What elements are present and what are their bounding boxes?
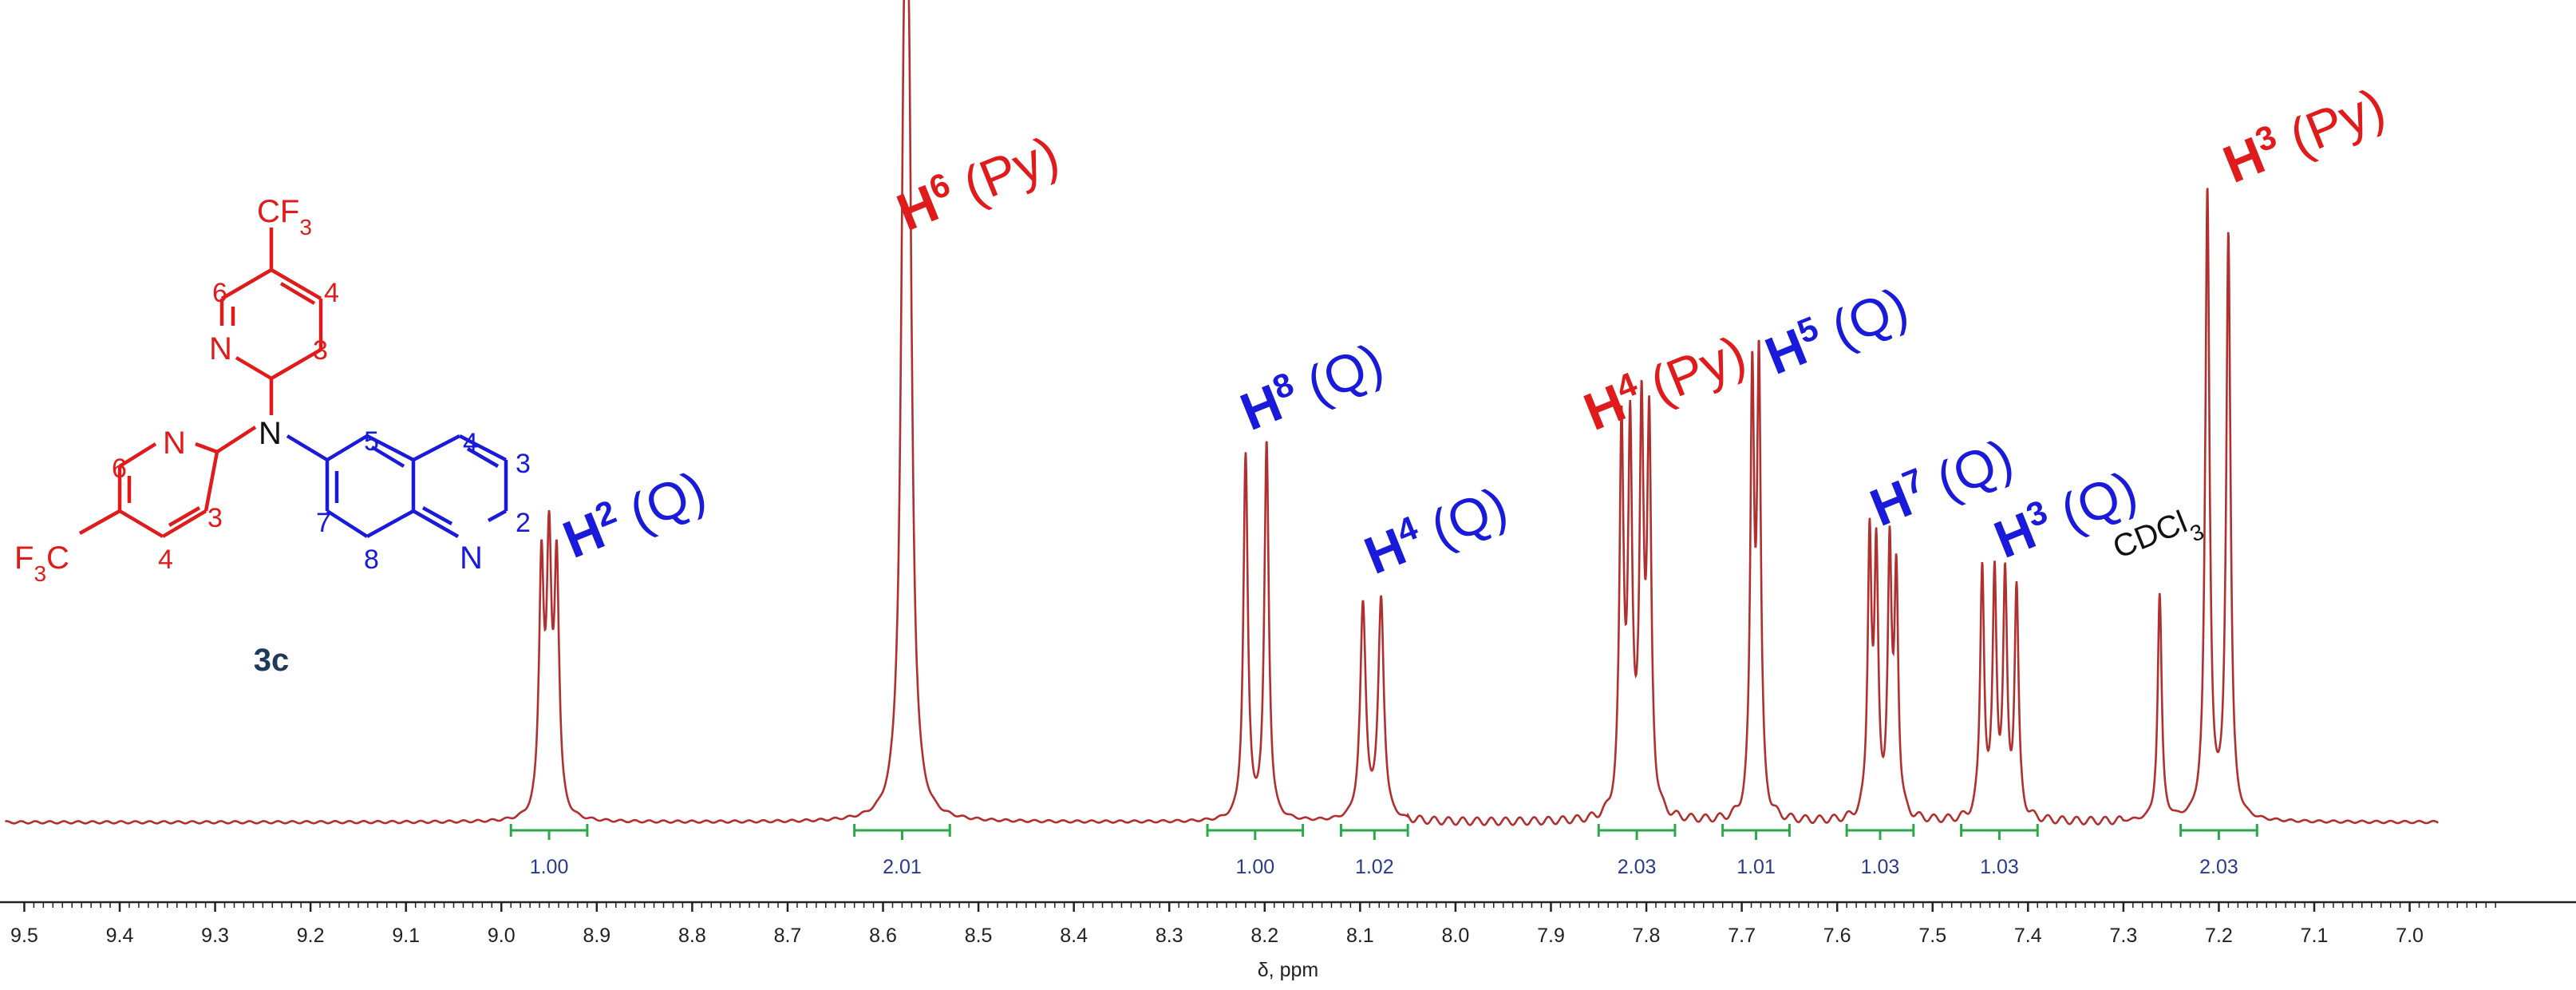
- x-tick-label: 9.4: [106, 925, 134, 947]
- integral: 2.01: [853, 824, 951, 878]
- peak-label-group: H2 (Q)H6 (Py)H8 (Q)H4 (Q)H4 (Py) H5 (Q)H7…: [555, 75, 2392, 585]
- x-tick-label: 8.2: [1250, 925, 1278, 947]
- integral-value: 1.01: [1736, 856, 1776, 878]
- position-label: 8: [364, 544, 379, 575]
- integral: 2.03: [1597, 824, 1677, 878]
- integral-value: 2.03: [1618, 856, 1657, 878]
- x-tick-label: 8.3: [1156, 925, 1183, 947]
- integral-value: 2.01: [883, 856, 922, 878]
- left-pyridine-ring: [78, 426, 257, 538]
- integral-value: 1.00: [1235, 856, 1274, 878]
- position-label: 5: [364, 426, 379, 457]
- position-label: 6: [212, 278, 227, 308]
- x-tick-label: 9.3: [201, 925, 229, 947]
- position-label: 2: [516, 508, 531, 538]
- integral: 1.00: [1206, 824, 1305, 878]
- position-label: 3: [313, 335, 328, 366]
- x-tick-label: 9.5: [10, 925, 38, 947]
- x-tick-label: 8.8: [678, 925, 706, 947]
- peak-label: H5 (Q): [1756, 275, 1916, 386]
- peak-label: H8 (Q): [1232, 331, 1392, 442]
- integral-value: 1.03: [1980, 856, 2019, 878]
- x-tick-label: 8.9: [583, 925, 610, 947]
- x-tick-label: 7.9: [1537, 925, 1565, 947]
- x-tick-label: 7.4: [2014, 925, 2042, 947]
- x-tick-label: 7.3: [2109, 925, 2137, 947]
- position-label: 3: [207, 503, 223, 533]
- integral-value: 1.03: [1861, 856, 1900, 878]
- x-tick-label: 7.2: [2205, 925, 2233, 947]
- x-tick-label: 7.0: [2396, 925, 2424, 947]
- integral: 1.03: [1960, 824, 2039, 878]
- x-axis: 9.5 9.4 9.3 9.2 9.1 9.0 8.9 8.8 8.7 8.6 8.5 8.4 8.3 8…: [0, 901, 2576, 947]
- x-tick-label: 7.1: [2301, 925, 2329, 947]
- spectrum-trace: [5, 0, 2439, 826]
- x-axis-label: δ, ppm: [1258, 959, 1318, 981]
- x-tick-label: 9.1: [392, 925, 420, 947]
- x-tick-label: 7.5: [1918, 925, 1946, 947]
- cf3-top-label: CF3: [257, 194, 312, 240]
- chemical-structure: CF3 N 6 4 3 N N 6 3 4 F3C 5 7 8 4 3 2 N 3c: [14, 194, 531, 678]
- peak-label: H4 (Q): [1356, 474, 1515, 585]
- position-label: 4: [158, 544, 173, 575]
- peak-label: H2 (Q): [555, 458, 714, 569]
- x-tick-label: 7.8: [1633, 925, 1661, 947]
- peak-label: H6 (Py): [888, 123, 1066, 242]
- nitrogen-quinoline: N: [460, 541, 483, 576]
- integral: 1.02: [1339, 824, 1409, 878]
- x-tick-label: 8.6: [869, 925, 897, 947]
- integral: 1.00: [509, 824, 589, 878]
- cf3-left-label: F3C: [14, 541, 69, 586]
- nitrogen-left-ring: N: [163, 426, 186, 461]
- central-nitrogen: N: [259, 416, 282, 451]
- position-label: 4: [463, 428, 478, 458]
- x-tick-label: 8.0: [1442, 925, 1470, 947]
- x-tick-label: 8.5: [965, 925, 993, 947]
- integral: 1.01: [1721, 824, 1791, 878]
- integral: 1.03: [1845, 824, 1915, 878]
- x-tick-label: 8.1: [1346, 925, 1374, 947]
- peak-label: H3 (Py): [2214, 75, 2392, 194]
- position-label: 3: [516, 449, 531, 479]
- position-label: 4: [324, 278, 339, 308]
- integral-group: 1.00 2.01 1.00 1.02 2.03 1.01 1.03 1.03 2.03: [509, 824, 2258, 878]
- top-pyridine-ring: [219, 228, 323, 415]
- quinoline-ring: [286, 434, 508, 538]
- x-tick-label: 8.4: [1060, 925, 1088, 947]
- x-tick-label: 7.6: [1823, 925, 1851, 947]
- x-tick-label: 9.2: [297, 925, 325, 947]
- x-tick-label: 7.7: [1728, 925, 1756, 947]
- integral-value: 2.03: [2199, 856, 2238, 878]
- compound-label: 3c: [254, 643, 290, 678]
- integral-value: 1.02: [1355, 856, 1394, 878]
- integral-value: 1.00: [530, 856, 569, 878]
- structure-labels: CF3 N 6 4 3 N N 6 3 4 F3C 5 7 8 4 3 2 N 3c: [14, 194, 531, 678]
- integral: 2.03: [2179, 824, 2258, 878]
- position-label: 7: [316, 508, 331, 538]
- peak-label: H4 (Py): [1575, 323, 1753, 442]
- nitrogen-top-ring: N: [209, 331, 232, 366]
- x-tick-label: 9.0: [488, 925, 516, 947]
- x-tick-label: 8.7: [774, 925, 802, 947]
- position-label: 6: [112, 453, 127, 484]
